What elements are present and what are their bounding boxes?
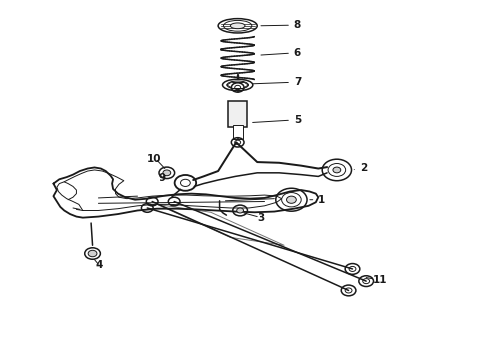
Text: 11: 11 — [373, 275, 388, 285]
Circle shape — [287, 196, 296, 203]
Bar — [228, 101, 247, 127]
Text: 2: 2 — [354, 163, 367, 173]
Circle shape — [333, 167, 341, 173]
Ellipse shape — [230, 23, 245, 29]
Circle shape — [163, 170, 171, 176]
Text: 4: 4 — [96, 260, 103, 270]
Circle shape — [88, 250, 97, 257]
Text: 7: 7 — [253, 77, 301, 87]
Polygon shape — [53, 167, 318, 218]
Text: 5: 5 — [253, 115, 301, 125]
Text: 10: 10 — [147, 154, 162, 164]
Polygon shape — [193, 142, 327, 186]
Text: 8: 8 — [261, 20, 301, 30]
Text: 9: 9 — [158, 173, 165, 183]
Text: 3: 3 — [257, 213, 265, 222]
Bar — [233, 125, 243, 139]
Text: 1: 1 — [310, 195, 325, 205]
Circle shape — [237, 208, 244, 213]
Text: 6: 6 — [261, 48, 301, 58]
